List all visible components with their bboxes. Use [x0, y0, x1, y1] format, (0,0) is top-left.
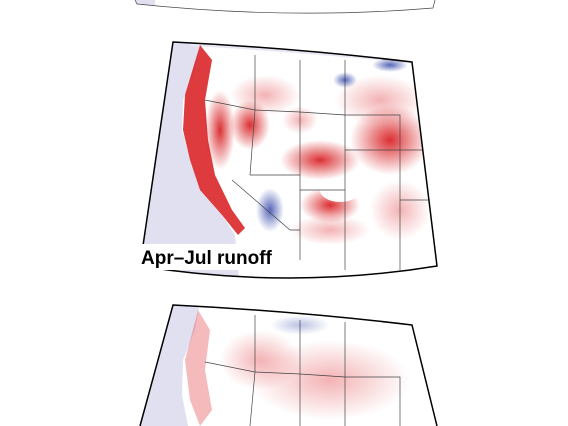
state-borders: [204, 55, 435, 270]
bottom-panel: [140, 305, 437, 426]
middle-panel: [140, 42, 437, 278]
top-panel: [135, 0, 435, 14]
top-panel-frame: [134, 0, 436, 14]
panel-label: Apr–Jul runoff: [141, 248, 273, 269]
state-borders: [204, 315, 401, 426]
middle-panel-frame: [139, 41, 438, 279]
bottom-panel-frame: [139, 304, 438, 426]
label-box: [138, 244, 280, 270]
